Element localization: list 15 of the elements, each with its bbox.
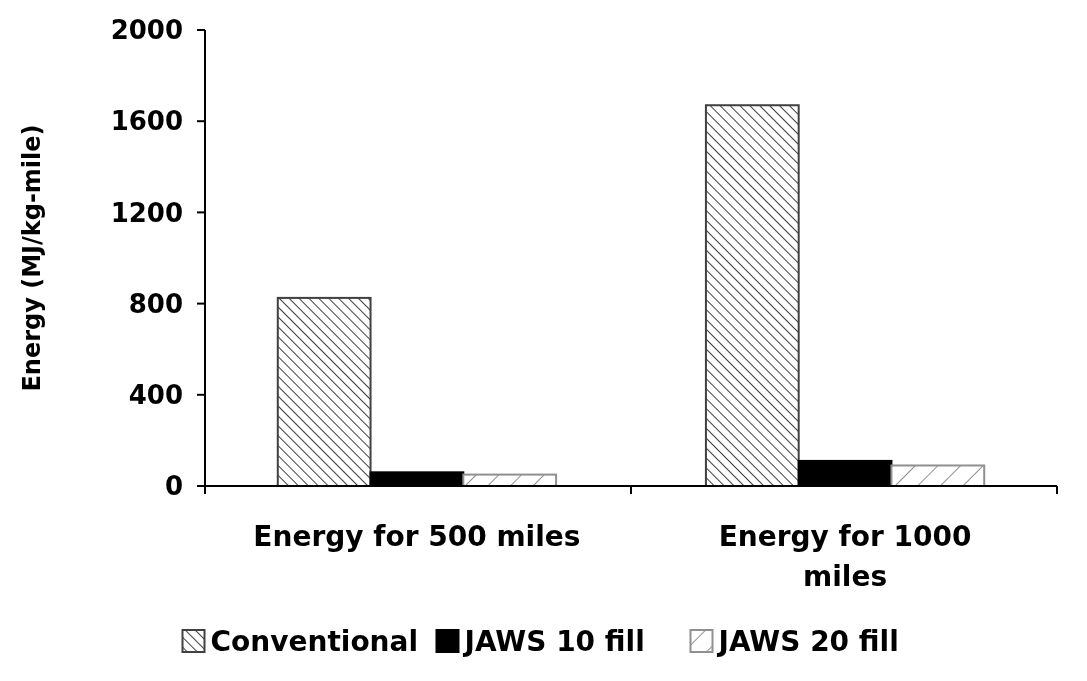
legend-label: JAWS 20 fill (716, 624, 899, 658)
y-tick-label: 1200 (110, 197, 183, 228)
y-tick-label: 0 (164, 471, 183, 502)
y-tick-label: 400 (128, 379, 183, 410)
bar (276, 296, 372, 487)
y-tick-label: 2000 (110, 15, 183, 46)
bar (704, 104, 800, 487)
legend-label: Conventional (210, 624, 419, 658)
y-tick-label: 800 (128, 288, 183, 319)
x-tick-label: Energy for 1000 miles (718, 520, 972, 593)
legend-label: JAWS 10 fill (462, 624, 645, 658)
x-tick-label: Energy for 500 miles (253, 520, 581, 553)
y-tick-label: 1600 (110, 106, 183, 137)
bar (890, 464, 986, 487)
y-axis-title: Energy (MJ/kg-mile) (18, 124, 46, 392)
